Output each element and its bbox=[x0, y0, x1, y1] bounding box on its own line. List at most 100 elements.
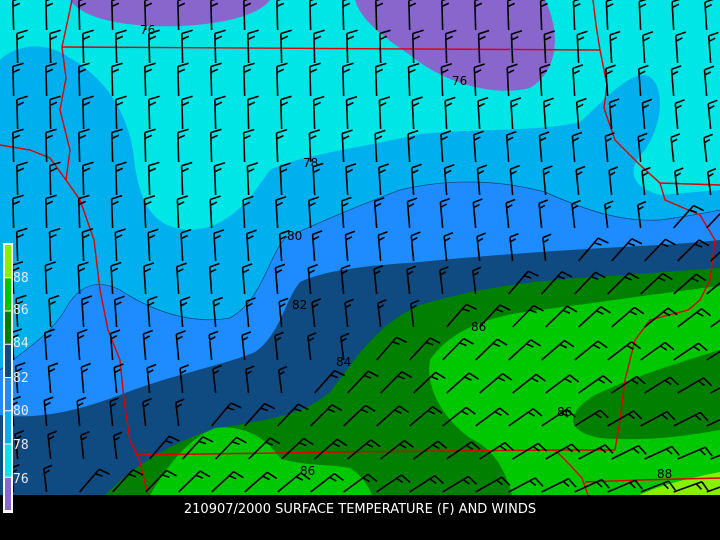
wind-barb bbox=[574, 271, 606, 295]
wind-barb bbox=[542, 233, 552, 262]
wind-barb bbox=[210, 62, 222, 97]
wind-barb bbox=[641, 98, 653, 130]
wind-barb bbox=[177, 62, 189, 97]
wind-barb bbox=[512, 373, 546, 394]
wind-barb bbox=[637, 64, 649, 97]
border-south bbox=[137, 449, 589, 496]
wind-barb bbox=[706, 212, 720, 229]
wind-barb bbox=[710, 386, 720, 394]
wind-barb bbox=[345, 95, 358, 130]
wind-barb bbox=[380, 439, 414, 460]
wind-barb bbox=[677, 377, 713, 394]
wind-barb bbox=[640, 480, 677, 493]
wind-barb bbox=[209, 128, 222, 163]
wind-barb bbox=[638, 0, 647, 31]
wind-barb bbox=[578, 444, 614, 460]
wind-barb bbox=[440, 130, 452, 163]
wind-barb bbox=[279, 162, 291, 196]
wind-barb bbox=[611, 375, 646, 394]
wind-barb bbox=[212, 296, 224, 328]
wind-barb bbox=[340, 196, 352, 229]
wind-barb bbox=[373, 264, 384, 295]
wind-barb bbox=[109, 397, 120, 427]
wind-barb bbox=[115, 29, 127, 64]
legend-band bbox=[5, 444, 11, 477]
wind-barb bbox=[277, 365, 288, 394]
wind-barb bbox=[111, 128, 123, 163]
wind-barb bbox=[244, 471, 278, 493]
wind-barb bbox=[248, 437, 281, 460]
wind-barb bbox=[677, 446, 713, 460]
wind-barb bbox=[281, 437, 314, 460]
wind-barb bbox=[637, 132, 648, 163]
wind-barb bbox=[276, 0, 285, 31]
wind-barb bbox=[545, 305, 578, 328]
wind-barb bbox=[508, 270, 539, 295]
wind-barb bbox=[209, 195, 221, 229]
wind-barb bbox=[245, 365, 255, 394]
wind-barb bbox=[244, 402, 276, 427]
wind-barb bbox=[374, 129, 386, 163]
legend-label: 88 bbox=[13, 271, 29, 286]
wind-barb bbox=[376, 336, 407, 361]
wind-barb bbox=[146, 363, 157, 394]
wind-barb bbox=[45, 0, 54, 31]
wind-barb bbox=[378, 163, 390, 196]
wind-barb bbox=[479, 304, 511, 328]
wind-barb bbox=[406, 265, 416, 295]
wind-barb bbox=[343, 404, 376, 427]
wind-barb bbox=[148, 95, 160, 130]
wind-barb bbox=[313, 29, 325, 64]
contour-lines bbox=[0, 181, 720, 371]
wind-barb bbox=[14, 362, 26, 394]
wind-barb bbox=[444, 96, 456, 130]
wind-barb bbox=[81, 295, 93, 328]
contour-label: 78 bbox=[303, 156, 318, 170]
wind-barb bbox=[342, 62, 354, 97]
wind-barb bbox=[578, 237, 609, 262]
wind-barb bbox=[307, 332, 317, 361]
wind-barb bbox=[82, 29, 94, 64]
wind-barb bbox=[373, 197, 385, 229]
wind-barb bbox=[275, 128, 288, 163]
wind-barb bbox=[45, 194, 57, 229]
wind-barb bbox=[571, 131, 583, 163]
wind-barb bbox=[115, 161, 127, 196]
wind-barb bbox=[310, 404, 343, 427]
wind-barb bbox=[407, 62, 420, 97]
wind-barb bbox=[82, 161, 94, 196]
wind-barb bbox=[314, 438, 348, 460]
wind-barb bbox=[211, 402, 242, 427]
wind-barb bbox=[441, 0, 450, 31]
wind-barb bbox=[344, 298, 354, 328]
wind-barb bbox=[703, 65, 715, 97]
wind-barb bbox=[12, 128, 24, 163]
wind-barb bbox=[608, 166, 619, 196]
wind-barb bbox=[671, 0, 681, 31]
wind-barb bbox=[706, 486, 720, 493]
wind-barb bbox=[309, 0, 318, 31]
wind-barb bbox=[675, 31, 686, 64]
wind-barb bbox=[704, 0, 714, 31]
legend-band bbox=[5, 477, 11, 510]
wind-barb bbox=[707, 99, 718, 130]
wind-barb bbox=[274, 331, 284, 361]
contour-label: 88 bbox=[657, 467, 672, 481]
band-below-76-north bbox=[355, 0, 555, 91]
wind-barb bbox=[308, 129, 321, 163]
legend-band bbox=[5, 311, 11, 344]
wind-barb bbox=[575, 165, 586, 196]
color-legend: 88 86 84 82 80 78 76 bbox=[3, 243, 29, 513]
wind-barb bbox=[510, 97, 522, 130]
wind-barb bbox=[378, 96, 391, 130]
wind-barb bbox=[473, 63, 485, 97]
wind-barb bbox=[182, 436, 214, 460]
wind-barb bbox=[78, 62, 90, 97]
wind-barb bbox=[142, 397, 152, 427]
wind-barb bbox=[509, 232, 519, 262]
wind-barb bbox=[241, 331, 252, 361]
wind-barb bbox=[677, 239, 710, 262]
wind-barb bbox=[446, 303, 477, 328]
wind-barb bbox=[677, 308, 712, 328]
